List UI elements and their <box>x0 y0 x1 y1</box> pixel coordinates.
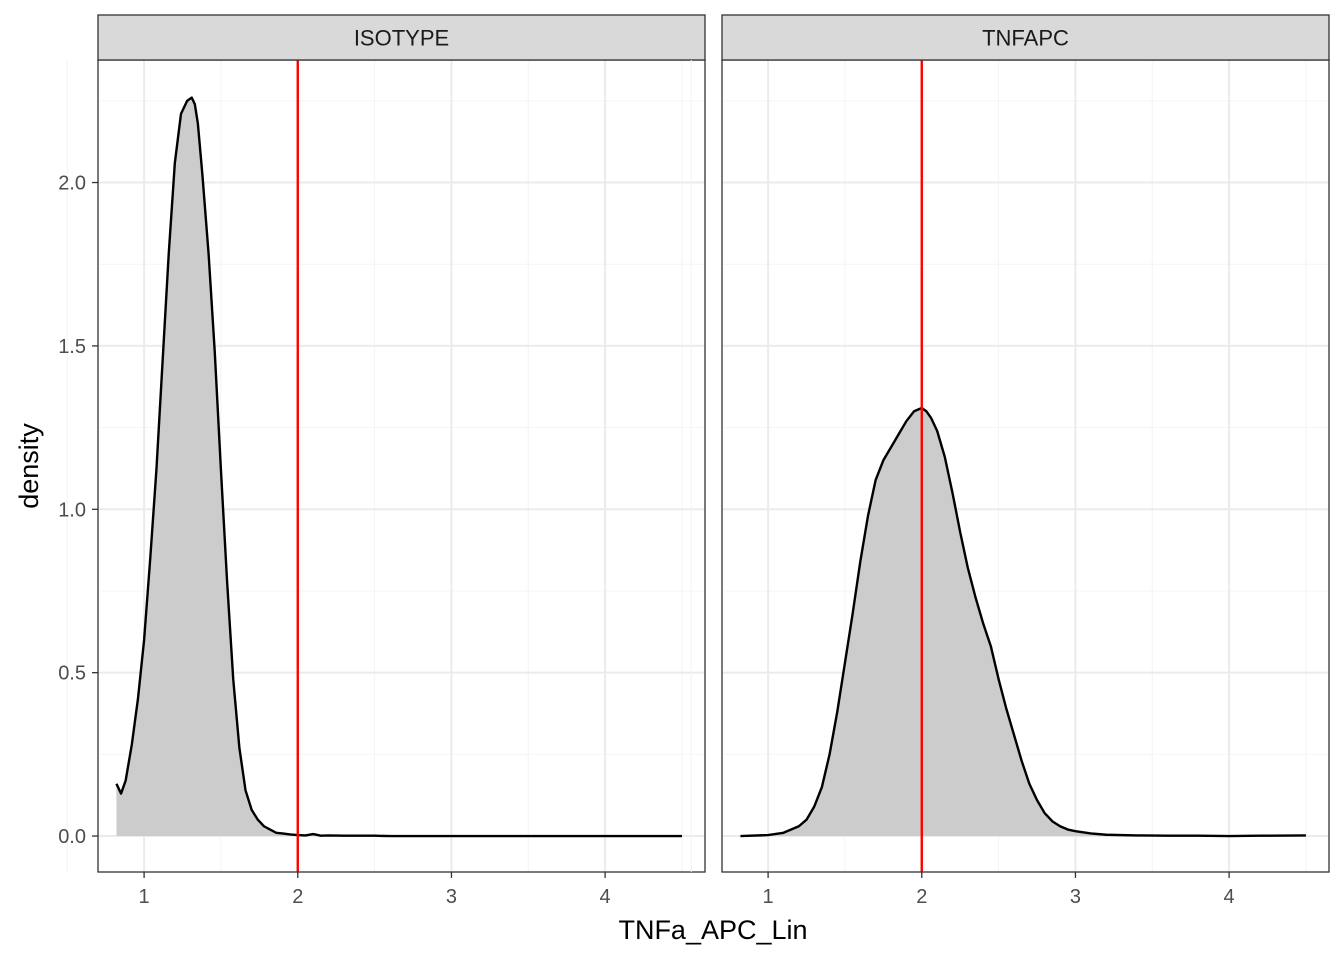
density-area <box>116 97 682 837</box>
density-curve <box>740 406 1306 838</box>
strip-label: TNFAPC <box>982 26 1069 51</box>
y-tick-label: 1.5 <box>58 336 86 358</box>
x-tick-label: 3 <box>446 886 457 908</box>
panel-tnfapc: TNFAPC 1 2 3 4 <box>690 14 1330 908</box>
panel-isotype: ISOTYPE 1 2 3 4 0.0 0.5 1.0 1.5 2.0 <box>58 14 706 908</box>
x-tick-label: 2 <box>292 886 303 908</box>
strip-label: ISOTYPE <box>354 26 449 51</box>
y-tick-label: 0.0 <box>58 826 86 848</box>
density-area <box>740 408 1306 837</box>
panel-background <box>722 60 1329 872</box>
x-tick-label: 4 <box>1224 886 1235 908</box>
x-tick-label: 3 <box>1070 886 1081 908</box>
x-tick-label: 1 <box>139 886 150 908</box>
strip-background <box>97 14 706 61</box>
x-tick-label: 1 <box>763 886 774 908</box>
strip-background <box>721 14 1330 61</box>
x-axis-title: TNFa_APC_Lin <box>618 915 807 945</box>
x-tick-label: 4 <box>600 886 611 908</box>
y-axis-title: density <box>14 423 44 509</box>
y-tick-label: 2.0 <box>58 173 86 195</box>
density-curve <box>115 96 682 838</box>
y-tick-label: 1.0 <box>58 499 86 521</box>
x-tick-label: 2 <box>916 886 927 908</box>
y-tick-label: 0.5 <box>58 663 86 685</box>
